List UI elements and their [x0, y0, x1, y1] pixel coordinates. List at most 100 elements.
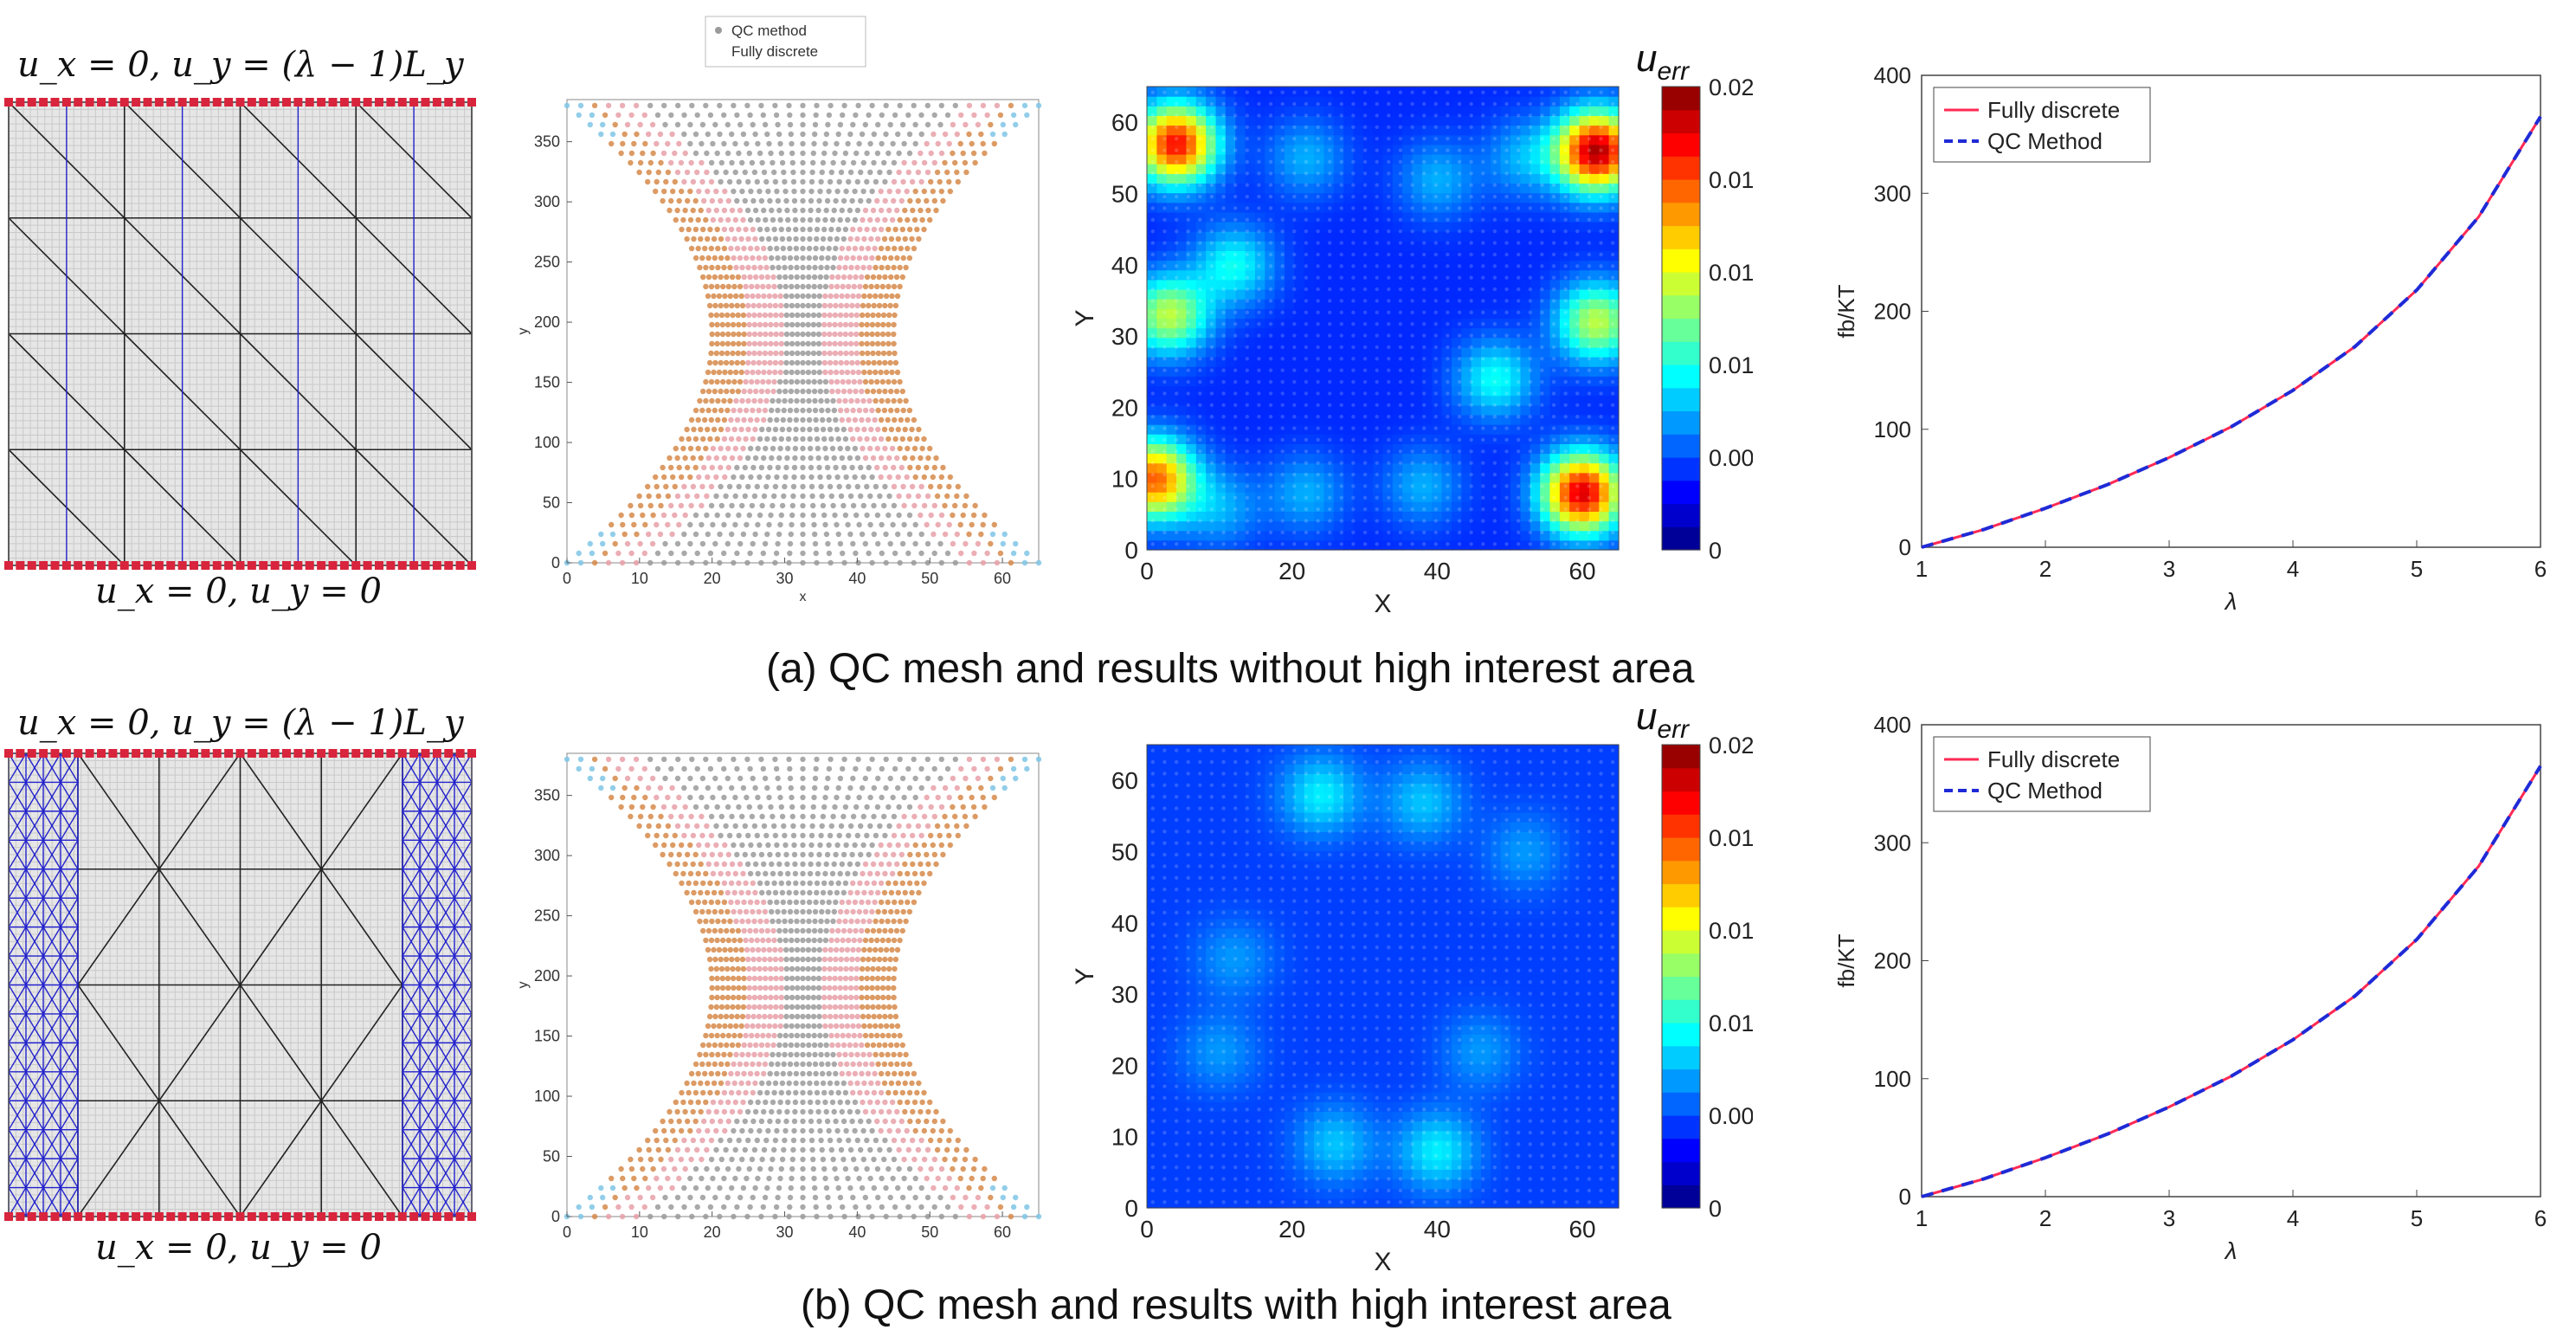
- atom-point: [828, 436, 834, 442]
- heat-cell: [1520, 134, 1531, 145]
- heat-cell: [1421, 289, 1433, 300]
- atom-point: [833, 369, 840, 376]
- atom-dot: [1268, 461, 1273, 465]
- heat-cell: [1304, 106, 1315, 116]
- atom-point: [665, 521, 671, 528]
- heat-cell: [1314, 376, 1324, 387]
- atom-point: [871, 359, 877, 366]
- heat-cell: [1147, 482, 1157, 493]
- heat-cell: [1147, 520, 1157, 532]
- atom-point: [980, 140, 986, 147]
- heat-cell: [1176, 202, 1188, 213]
- atom-point: [713, 493, 719, 500]
- atom-point: [854, 483, 860, 490]
- heat-cell: [1274, 530, 1285, 541]
- heat-cell: [1579, 96, 1590, 107]
- heat-cell: [1481, 106, 1491, 116]
- atom-dot: [1339, 299, 1343, 303]
- heat-cell: [1608, 279, 1620, 290]
- heat-cell: [1510, 192, 1522, 203]
- heat-cell: [1166, 211, 1177, 223]
- heat-cell: [1195, 530, 1207, 541]
- heat-cell: [1432, 404, 1443, 416]
- heat-cell: [1245, 183, 1256, 194]
- atom-point: [762, 350, 769, 357]
- atom-point: [727, 369, 733, 376]
- atom-point: [952, 102, 958, 109]
- atom-point: [833, 464, 839, 471]
- heat-cell: [1333, 202, 1344, 213]
- atom-dot: [1292, 542, 1297, 546]
- heat-cell: [1254, 530, 1265, 541]
- heat-cell: [1510, 357, 1522, 367]
- heat-cell: [1382, 134, 1394, 145]
- heat-cell: [1402, 299, 1414, 309]
- heat-cell: [1373, 337, 1384, 348]
- heat-cell: [1559, 87, 1570, 97]
- atom-point: [874, 512, 881, 519]
- atom-dot: [1316, 519, 1320, 523]
- heat-cell: [1304, 269, 1315, 281]
- atom-point: [708, 416, 714, 423]
- heat-cell: [1166, 241, 1177, 251]
- heat-cell: [1304, 231, 1315, 242]
- heat-cell: [1559, 357, 1570, 367]
- heat-cell: [1491, 357, 1502, 367]
- atom-dot: [1280, 125, 1285, 129]
- heat-cell: [1343, 511, 1355, 522]
- atom-dot: [1268, 484, 1273, 488]
- heat-cell: [1588, 183, 1600, 194]
- atom-point: [722, 369, 728, 376]
- atom-point: [800, 312, 806, 319]
- atom-point: [645, 483, 651, 490]
- atom-point: [718, 178, 724, 185]
- heat-cell: [1343, 482, 1355, 493]
- heat-cell: [1412, 520, 1423, 532]
- atom-point: [824, 397, 830, 404]
- atom-dot: [1221, 415, 1226, 419]
- heat-cell: [1235, 415, 1246, 425]
- atom-dot: [1245, 368, 1249, 372]
- atom-point: [866, 359, 872, 366]
- atom-point: [765, 378, 772, 385]
- heat-cell: [1608, 376, 1620, 387]
- heat-cell: [1235, 539, 1246, 551]
- atom-point: [940, 197, 946, 204]
- atom-dot: [1280, 368, 1285, 372]
- heat-cell: [1176, 346, 1188, 358]
- atom-point: [840, 426, 847, 433]
- atom-dot: [1150, 217, 1155, 222]
- heat-cell: [1343, 308, 1355, 320]
- heat-cell: [1432, 96, 1443, 107]
- heat-cell: [1510, 443, 1522, 455]
- atom-point: [894, 293, 901, 300]
- heat-cell: [1186, 183, 1197, 194]
- atom-point: [637, 121, 643, 128]
- heat-cell: [1195, 154, 1207, 165]
- heat-cell: [1461, 443, 1472, 455]
- atom-point: [692, 197, 699, 204]
- atom-point: [817, 188, 823, 195]
- heat-cell: [1265, 511, 1276, 522]
- heat-cell: [1235, 125, 1246, 136]
- heat-cell: [1314, 327, 1324, 339]
- heat-cell: [1235, 279, 1246, 290]
- atom-point: [672, 178, 678, 185]
- atom-dot: [1339, 461, 1343, 465]
- atom-point: [704, 150, 710, 157]
- atom-point: [843, 312, 849, 319]
- atom-point: [709, 397, 715, 404]
- atom-point: [792, 445, 799, 452]
- heat-cell: [1373, 404, 1384, 416]
- heat-cell: [1491, 202, 1502, 213]
- atom-point: [912, 521, 918, 528]
- heat-cell: [1549, 462, 1561, 474]
- heat-cell: [1549, 318, 1561, 329]
- atom-dot: [1328, 449, 1332, 454]
- heat-cell: [1382, 87, 1394, 97]
- atom-dot: [1233, 148, 1238, 152]
- atom-point: [837, 121, 844, 128]
- heat-cell: [1206, 415, 1217, 425]
- heat-cell: [1314, 530, 1324, 541]
- atom-point: [703, 102, 709, 109]
